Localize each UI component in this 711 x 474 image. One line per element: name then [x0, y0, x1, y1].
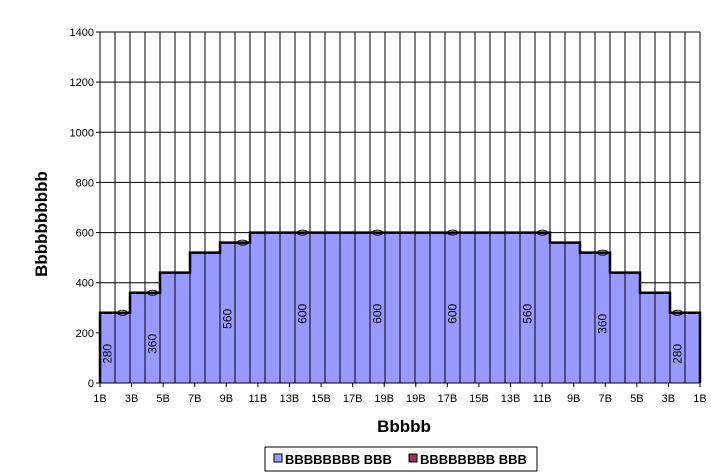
bar	[624, 272, 641, 384]
y-axis-title: Bbbbbbbbbb	[32, 171, 51, 277]
data-label: 600	[371, 303, 385, 323]
x-tick-label: 5B	[630, 393, 643, 405]
x-tick-label: 1B	[693, 393, 706, 405]
bar	[684, 312, 701, 384]
bar	[324, 232, 341, 384]
point-marker	[597, 249, 608, 256]
bar	[549, 242, 566, 384]
x-tick-label: 1B	[93, 393, 106, 405]
x-tick-label: 7B	[599, 393, 612, 405]
data-label: 560	[221, 308, 235, 328]
x-axis-title: Bbbbb	[377, 417, 431, 436]
y-tick-label: 1000	[70, 127, 94, 139]
point-marker	[147, 289, 158, 296]
bar	[174, 272, 191, 384]
legend-swatch-2	[408, 453, 418, 463]
y-tick-label: 0	[88, 378, 94, 390]
bar	[279, 232, 296, 384]
bar	[504, 232, 521, 384]
legend-box	[264, 446, 538, 472]
bar	[564, 242, 581, 384]
legend-swatch-1	[273, 453, 283, 463]
bars	[98, 231, 702, 384]
x-tick-label: 3B	[125, 393, 138, 405]
bar	[189, 252, 206, 384]
step-outline	[98, 231, 702, 383]
y-tick-label: 400	[76, 278, 94, 290]
x-tick-label: 9B	[220, 393, 233, 405]
point-marker	[297, 229, 308, 236]
bar	[459, 232, 476, 384]
x-tick-label: 11B	[533, 393, 552, 405]
bar	[489, 232, 506, 384]
legend-label-1: BBBBBBBB BBB	[285, 452, 392, 467]
bar	[534, 232, 551, 384]
x-tick-label: 13B	[280, 393, 300, 405]
x-tick-label: 9B	[567, 393, 580, 405]
data-label: 600	[296, 303, 310, 323]
x-tick-label: 13B	[501, 393, 521, 405]
data-label: 560	[521, 303, 535, 323]
y-tick-label: 600	[76, 228, 94, 240]
bar	[414, 232, 431, 384]
x-tick-label: 15B	[311, 393, 331, 405]
bar	[339, 232, 356, 384]
x-tick-label: 11B	[249, 393, 268, 405]
bar	[474, 232, 491, 384]
bar	[654, 292, 671, 384]
x-tick-label: 17B	[438, 393, 458, 405]
point-marker	[117, 309, 128, 316]
bar	[429, 232, 446, 384]
point-marker	[447, 229, 458, 236]
point-marker	[672, 309, 683, 316]
bar	[159, 272, 176, 384]
bar	[399, 232, 416, 384]
y-tick-label: 200	[76, 328, 94, 340]
bar	[129, 292, 146, 384]
y-tick-labels: 0 200 400 600 800 1000 1200 1400	[70, 27, 94, 390]
bar	[114, 312, 131, 384]
data-labels: 280 360 560 600 600 600 560 360 280	[101, 303, 685, 363]
data-label: 360	[146, 334, 160, 354]
x-tick-label: 5B	[156, 393, 169, 405]
x-tick-label: 19B	[406, 393, 426, 405]
bar	[384, 232, 401, 384]
bar	[609, 272, 626, 384]
bar	[264, 232, 281, 384]
data-label: 280	[671, 344, 685, 364]
x-tick-label: 7B	[188, 393, 201, 405]
y-tick-label: 1400	[70, 27, 94, 39]
bar	[204, 252, 221, 384]
x-tick-label: 17B	[343, 393, 363, 405]
x-tick-label: 19B	[374, 393, 394, 405]
x-tick-label: 3B	[662, 393, 675, 405]
bar	[579, 252, 596, 384]
x-tick-labels: 1B 3B 5B 7B 9B 11B 13B 15B 17B 19B 19B 17B 15B 13B 11B…	[93, 393, 706, 405]
x-tick-label: 15B	[469, 393, 489, 405]
point-markers	[117, 229, 683, 316]
bar	[234, 242, 251, 384]
data-label: 600	[446, 303, 460, 323]
point-marker	[372, 229, 383, 236]
data-label: 360	[596, 313, 610, 333]
point-marker	[237, 239, 248, 246]
bar	[354, 232, 371, 384]
point-marker	[537, 229, 548, 236]
data-label: 280	[101, 344, 115, 364]
bar	[249, 232, 266, 384]
legend-label-2: BBBBBBBB BBB	[420, 452, 527, 467]
y-tick-label: 1200	[70, 77, 94, 89]
bar	[639, 292, 656, 384]
bar	[309, 232, 326, 384]
y-tick-label: 800	[76, 177, 94, 189]
axes	[96, 31, 701, 387]
legend: BBBBBBBB BBB BBBBBBBB BBB	[264, 446, 538, 472]
